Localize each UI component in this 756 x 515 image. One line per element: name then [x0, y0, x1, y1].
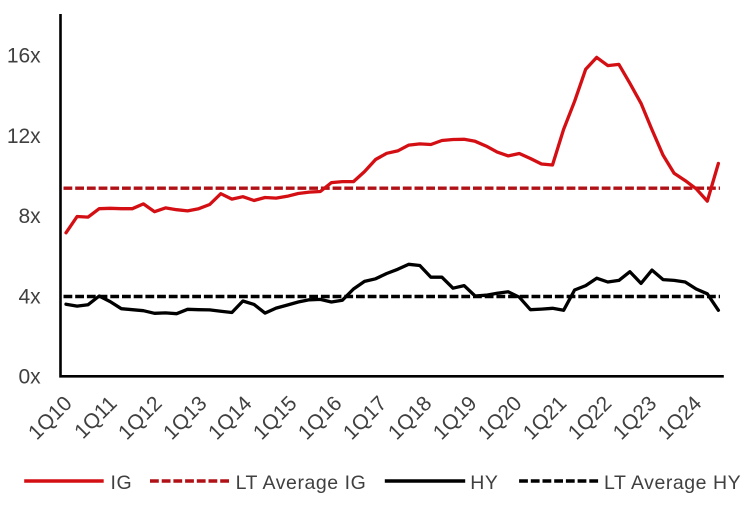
svg-text:4x: 4x: [19, 285, 42, 308]
svg-text:IG: IG: [111, 472, 133, 494]
svg-text:0x: 0x: [19, 366, 42, 389]
svg-text:HY: HY: [470, 472, 498, 494]
svg-text:8x: 8x: [19, 205, 42, 228]
svg-text:LT Average IG: LT Average IG: [236, 472, 367, 494]
svg-text:LT Average HY: LT Average HY: [604, 472, 741, 494]
svg-text:12x: 12x: [7, 125, 41, 148]
svg-text:16x: 16x: [7, 45, 41, 68]
